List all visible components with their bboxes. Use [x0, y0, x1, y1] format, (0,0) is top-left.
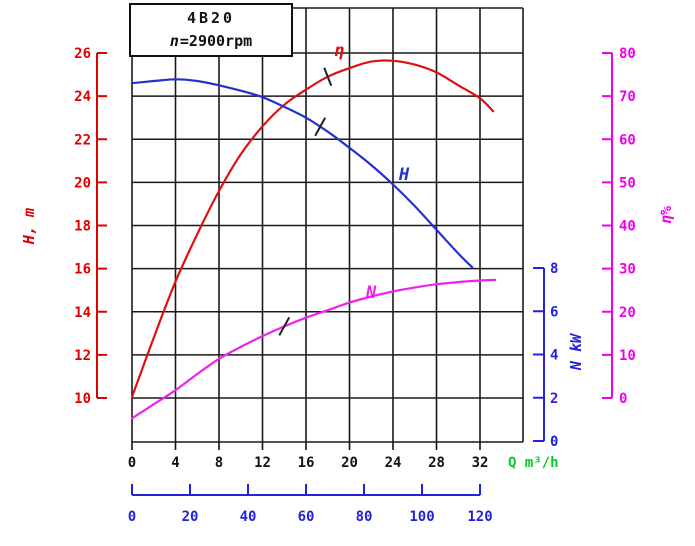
n-axis-tick-label: 0 [550, 434, 558, 450]
h-axis-tick-label: 24 [74, 89, 91, 105]
q-axis-tick-label: 16 [298, 455, 315, 471]
eta-axis-tick-label: 0 [619, 391, 627, 407]
q-axis-tick-label: 32 [472, 455, 489, 471]
n-curve [130, 278, 497, 420]
h-axis: 10 12 14 16 18 20 22 24 26 H, m [20, 46, 107, 407]
secondary-q-axis: 0 20 40 60 80 100 120 [128, 484, 493, 525]
h-axis-tick-label: 14 [74, 305, 91, 321]
h-curve-label: H [398, 165, 410, 185]
curve-check-mark [323, 67, 333, 87]
q-axis-tick-label: 12 [254, 455, 271, 471]
eta-axis: 0 10 20 30 40 50 60 70 80 η% [602, 46, 675, 407]
q-axis-title: Q m³/h [508, 455, 559, 471]
h-axis-tick-label: 26 [74, 46, 91, 62]
eta-axis-tick-label: 60 [619, 132, 636, 148]
n-axis-tick-label: 2 [550, 391, 558, 407]
eta-axis-tick-label: 50 [619, 175, 636, 191]
secondary-q-axis-tick-label: 80 [356, 509, 373, 525]
secondary-q-axis-tick-label: 60 [298, 509, 315, 525]
secondary-q-axis-tick-label: 40 [240, 509, 257, 525]
eta-curve [130, 59, 495, 399]
n-axis: 0 2 4 6 8 N kW [533, 261, 585, 450]
pump-speed-label: n=2900rpm [170, 30, 252, 53]
q-axis-tick-label: 24 [385, 455, 402, 471]
eta-axis-title: η% [657, 206, 675, 224]
h-axis-tick-label: 18 [74, 219, 91, 235]
q-axis-tick-label: 28 [428, 455, 445, 471]
secondary-q-axis-tick-label: 0 [128, 509, 136, 525]
curve-check-mark [278, 316, 291, 336]
n-axis-tick-label: 4 [550, 348, 558, 364]
grid [131, 7, 524, 443]
n-axis-tick-label: 6 [550, 304, 558, 320]
q-axis-tick-label: 8 [215, 455, 223, 471]
secondary-q-axis-tick-label: 20 [182, 509, 199, 525]
h-axis-tick-label: 20 [74, 175, 91, 191]
n-axis-tick-label: 8 [550, 261, 558, 277]
speed-value: =2900rpm [179, 32, 253, 50]
chart-title-box: 4B20 n=2900rpm [129, 3, 293, 57]
eta-axis-tick-label: 10 [619, 348, 636, 364]
h-curve [130, 78, 474, 269]
curve-check-mark [314, 117, 327, 137]
h-axis-title: H, m [20, 208, 38, 245]
speed-symbol: n [169, 32, 179, 50]
n-curve-label: N [365, 283, 377, 303]
secondary-q-axis-tick-label: 100 [409, 509, 434, 525]
q-axis: 0 4 8 12 16 20 24 28 32 Q m³/h [128, 442, 559, 471]
n-axis-title: N kW [567, 332, 585, 371]
q-axis-tick-label: 20 [341, 455, 358, 471]
eta-axis-tick-label: 30 [619, 262, 636, 278]
q-axis-tick-label: 0 [128, 455, 136, 471]
h-axis-tick-label: 22 [74, 132, 91, 148]
h-axis-tick-label: 10 [74, 391, 91, 407]
h-axis-tick-label: 12 [74, 348, 91, 364]
q-axis-tick-label: 4 [171, 455, 179, 471]
pump-model-label: 4B20 [186, 9, 236, 27]
secondary-q-axis-tick-label: 120 [467, 509, 492, 525]
eta-axis-tick-label: 40 [619, 219, 636, 235]
h-axis-tick-label: 16 [74, 262, 91, 278]
eta-axis-tick-label: 20 [619, 305, 636, 321]
eta-curve-label: η [334, 41, 344, 61]
eta-axis-tick-label: 80 [619, 46, 636, 62]
eta-axis-tick-label: 70 [619, 89, 636, 105]
